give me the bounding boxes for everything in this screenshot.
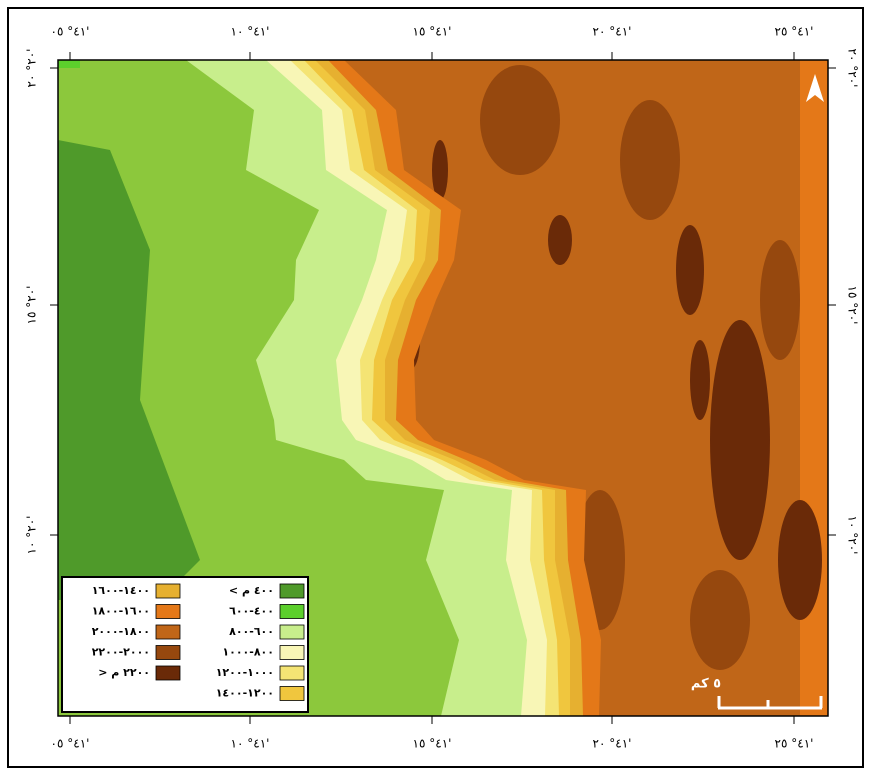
legend-swatch [280,666,304,680]
elevation-zone [58,60,80,68]
longitude-label: ٤١° ٠٥' [51,25,90,39]
longitude-label: ٤١° ٠٥' [51,737,90,751]
legend-swatch [156,666,180,680]
latitude-label: ٢٠° ١٠' [846,516,860,555]
elevation-zone [778,500,822,620]
elevation-zone [690,340,710,420]
latitude-label: ٢٠° ١٠' [25,516,39,555]
legend-label: ١٠٠٠-١٢٠٠ [216,666,274,679]
legend-swatch [156,605,180,619]
legend-label: > ٢٢٠٠ م [98,666,150,679]
legend-swatch [280,687,304,701]
legend-swatch [156,625,180,639]
legend-label: ٨٠٠-١٠٠٠ [222,646,274,659]
elevation-zone [760,240,800,360]
elevation-zone [620,100,680,220]
longitude-label: ٤١° ١٠' [231,737,270,751]
elevation-zone [548,215,572,265]
legend-label: < ٤٠٠ م [229,584,274,597]
legend-swatch [280,646,304,660]
legend: < ٤٠٠ م ٤٠٠-٦٠٠ ٦٠٠-٨٠٠ ٨٠٠-١٠٠٠ ١٠٠٠-١٢٠٠ ١٢… [62,577,308,712]
elevation-zone [710,320,770,560]
legend-label: ١٦٠٠-١٨٠٠ [92,605,150,618]
legend-swatch [156,646,180,660]
longitude-label: ٤١° ٢٥' [775,737,814,751]
legend-label: ٢٠٠٠-٢٢٠٠ [92,646,150,659]
elevation-zone [676,225,704,315]
legend-swatch [280,605,304,619]
longitude-label: ٤١° ١٥' [413,25,452,39]
legend-label: ٤٠٠-٦٠٠ [229,605,274,618]
legend-label: ١٤٠٠-١٦٠٠ [92,584,150,597]
latitude-label: ٢٠° ١٥' [846,286,860,325]
elevation-zone [432,140,448,200]
elevation-zone [480,65,560,175]
longitude-label: ٤١° ٢٠' [593,737,632,751]
scale-label: ٥ كم [691,677,721,692]
longitude-label: ٤١° ٢٠' [593,25,632,39]
legend-label: ١٨٠٠-٢٠٠٠ [92,625,150,638]
elevation-zone [690,570,750,670]
longitude-label: ٤١° ١٠' [231,25,270,39]
legend-label: ١٢٠٠-١٤٠٠ [216,687,274,700]
latitude-label: ٢٠° ٢٠' [25,49,39,88]
legend-swatch [156,584,180,598]
map-figure: ٤١° ٠٥' ٤١° ٠٥' ٤١° ١٠' ٤١° ١٠' ٤١° ١٥' ٤١° ١… [0,0,872,776]
latitude-label: ٢٠° ٢٠' [846,49,860,88]
legend-swatch [280,625,304,639]
legend-label: ٦٠٠-٨٠٠ [229,625,274,638]
longitude-label: ٤١° ١٥' [413,737,452,751]
legend-swatch [280,584,304,598]
latitude-label: ٢٠° ١٥' [25,286,39,325]
longitude-label: ٤١° ٢٥' [775,25,814,39]
